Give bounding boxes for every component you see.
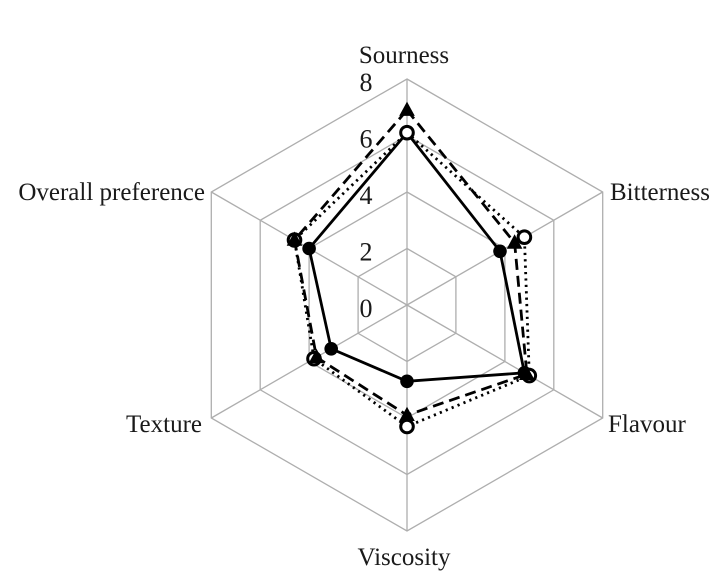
axis-label-bitterness: Bitterness: [610, 179, 710, 206]
marker-open-circle-viscosity: [399, 418, 415, 435]
tick-label-0: 0: [360, 294, 373, 323]
marker-open-circle-sourness: [399, 124, 415, 141]
tick-label-6: 6: [360, 125, 373, 154]
tick-label-2: 2: [360, 238, 373, 267]
marker-filled-circle-bitterness: [493, 244, 507, 259]
marker-filled-triangle-overall-preference: [286, 231, 303, 246]
marker-filled-circle-viscosity: [400, 374, 414, 389]
axis-label-flavour: Flavour: [608, 411, 686, 438]
series-line-filled-circle: [307, 130, 527, 383]
marker-filled-triangle-flavour: [519, 365, 535, 380]
tick-label-4: 4: [360, 181, 373, 210]
axis-label-overall-preference: Overall preference: [18, 179, 205, 206]
axis-label-viscosity: Viscosity: [358, 544, 451, 571]
marker-filled-triangle-bitterness: [506, 234, 523, 249]
marker-open-circle-bitterness: [516, 229, 533, 245]
axis-label-sourness: Sourness: [359, 42, 449, 69]
marker-filled-circle-texture: [324, 342, 339, 356]
marker-filled-triangle-texture: [308, 348, 325, 364]
grid-spoke-flavour: [406, 304, 604, 419]
marker-filled-circle-overall-preference: [302, 241, 316, 256]
tick-label-8: 8: [360, 68, 373, 97]
axis-label-texture: Texture: [126, 411, 202, 438]
marker-filled-triangle-sourness: [399, 101, 415, 116]
marker-filled-triangle-viscosity: [399, 406, 415, 421]
